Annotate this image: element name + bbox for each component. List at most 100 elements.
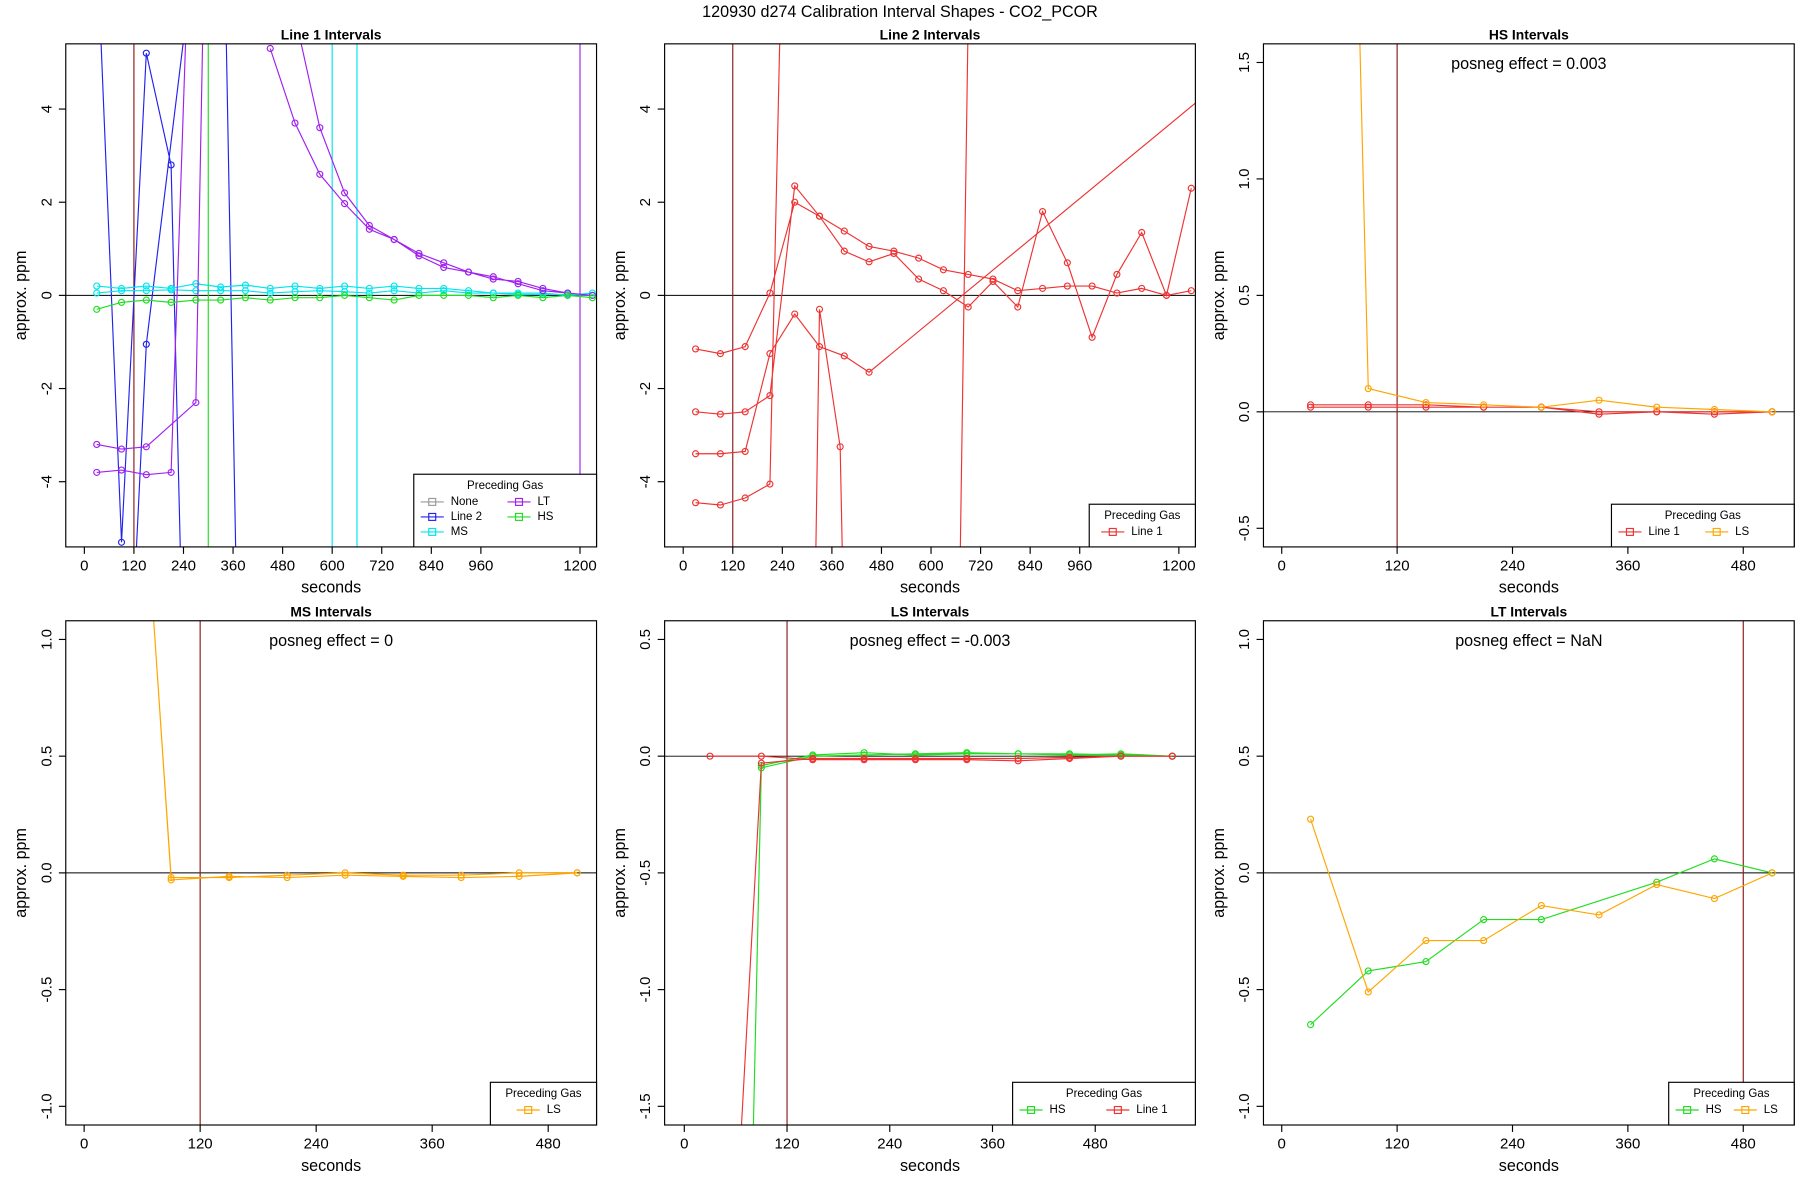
data-point: [539, 287, 547, 295]
data-point: [564, 289, 572, 297]
data-point: [341, 871, 349, 879]
annotation: posneg effect = -0.003: [850, 632, 1011, 650]
x-tick-label: 360: [980, 1136, 1005, 1153]
x-tick-label: 480: [1083, 1136, 1108, 1153]
data-point: [845, 851, 851, 857]
plot-frame: [664, 43, 1196, 548]
data-point: [365, 284, 373, 292]
x-tick-label: 120: [1385, 1136, 1410, 1153]
data-point: [241, 294, 250, 302]
data-point: [1480, 937, 1488, 945]
y-tick-label: 2: [637, 198, 654, 206]
data-point: [1307, 401, 1315, 409]
x-tick-label: 600: [919, 558, 944, 575]
x-tick-label: 840: [1018, 558, 1043, 575]
data-point: [341, 189, 349, 197]
data-point: [291, 294, 299, 302]
x-tick-label: 1200: [1162, 558, 1195, 575]
data-point: [93, 282, 101, 290]
y-tick-label: 1.5: [1236, 52, 1253, 73]
data-point: [860, 754, 868, 763]
data-point: [1113, 270, 1121, 278]
data-point: [989, 277, 997, 285]
x-axis-label: seconds: [900, 1157, 960, 1175]
y-tick-label: -1.5: [637, 1093, 654, 1119]
data-point: [464, 287, 473, 295]
data-point: [283, 871, 291, 879]
annotation: posneg effect = NaN: [1455, 632, 1602, 650]
data-point: [1162, 291, 1171, 299]
data-point: [390, 296, 398, 304]
annotation: posneg effect = 0.003: [1451, 55, 1606, 73]
legend-label: Line 1: [1136, 1104, 1167, 1116]
x-tick-label: 480: [536, 1136, 561, 1153]
y-axis-label: approx. ppm: [611, 251, 629, 341]
data-point: [1422, 398, 1430, 407]
data-point: [117, 538, 126, 546]
data-point: [1653, 880, 1661, 889]
data-point: [266, 284, 274, 292]
data-point: [964, 270, 972, 278]
legend-label: Line 2: [451, 511, 482, 523]
series-line: [96, 283, 593, 296]
legend-box: [1012, 1081, 1196, 1126]
series-line: [1310, 819, 1773, 993]
data-point: [1113, 289, 1121, 297]
data-point: [142, 471, 150, 479]
data-point: [692, 450, 700, 458]
data-point: [415, 289, 423, 297]
y-tick-label: 1.0: [1236, 169, 1253, 190]
legend-label: MS: [451, 526, 469, 538]
data-point: [316, 287, 324, 295]
series-line: [96, 294, 593, 310]
data-point: [1537, 915, 1545, 924]
x-tick-label: 360: [420, 1136, 445, 1153]
data-point: [167, 468, 175, 476]
legend-marker: [1113, 1105, 1122, 1115]
x-tick-label: 240: [1500, 558, 1525, 575]
data-point: [119, 851, 125, 857]
panel: HS Intervals seconds approx. ppm 0 120 240 360…: [1210, 26, 1795, 597]
data-point: [415, 249, 423, 258]
x-tick-label: 240: [171, 558, 196, 575]
data-point: [415, 291, 423, 299]
data-point: [1014, 750, 1022, 758]
panel-title: Line 2 Intervals: [880, 26, 981, 42]
data-point: [149, 590, 155, 596]
data-point: [1364, 401, 1372, 409]
data-point: [415, 284, 423, 292]
data-point: [1364, 384, 1372, 393]
x-tick-label: 0: [1278, 558, 1286, 575]
data-point: [192, 398, 200, 407]
data-point: [1364, 403, 1372, 411]
data-point: [489, 273, 497, 281]
data-point: [192, 287, 200, 295]
data-point: [464, 289, 473, 297]
legend-marker: [428, 497, 437, 506]
data-point: [365, 221, 373, 230]
data-point: [989, 275, 997, 283]
legend-box: [1088, 503, 1196, 548]
legend-box: [413, 473, 598, 548]
data-point: [1014, 754, 1022, 763]
data-point: [692, 499, 700, 507]
data-point: [716, 410, 724, 418]
plot-frame: [65, 43, 598, 548]
x-axis-label: seconds: [900, 579, 960, 597]
legend-title: Preceding Gas: [1693, 1088, 1769, 1100]
x-tick-label: 960: [468, 558, 493, 575]
x-tick-label: 120: [720, 558, 745, 575]
legend-label: HS: [537, 511, 553, 523]
x-axis-label: seconds: [1499, 1157, 1559, 1175]
y-tick-label: -1.0: [1236, 1093, 1253, 1119]
legend-label: LS: [547, 1104, 561, 1116]
data-point: [1307, 815, 1315, 823]
y-tick-label: 0.5: [637, 629, 654, 650]
x-tick-label: 120: [775, 1136, 800, 1153]
data-point: [399, 872, 407, 880]
data-point: [890, 249, 898, 258]
data-point: [167, 876, 175, 884]
data-point: [808, 851, 814, 857]
